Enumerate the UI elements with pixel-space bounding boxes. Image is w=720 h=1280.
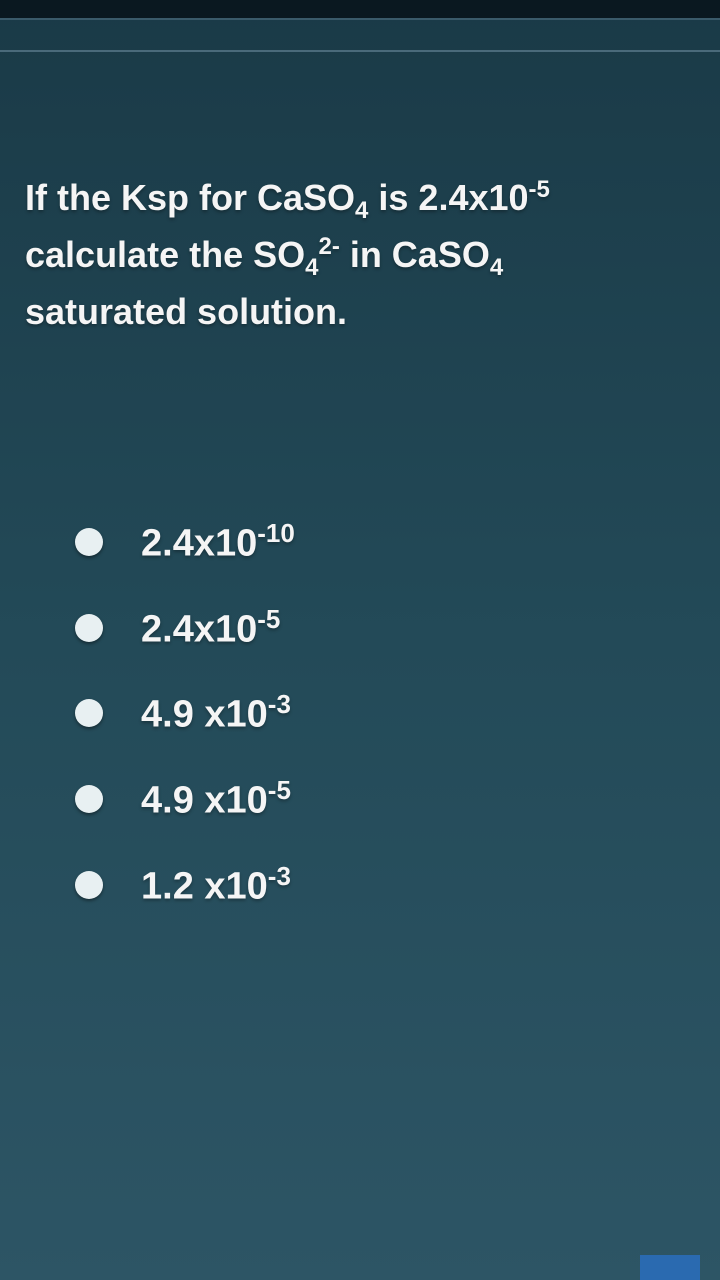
option-label-5: 1.2 x10-3 [141, 861, 291, 909]
content-area: If the Ksp for CaSO4 is 2.4x10-5 calcula… [0, 52, 720, 908]
question-text: If the Ksp for CaSO4 is 2.4x10-5 calcula… [25, 172, 695, 338]
option-label-4: 4.9 x10-5 [141, 775, 291, 823]
option-row-2[interactable]: 2.4x10-5 [75, 604, 695, 652]
q-line2-sup: 2- [318, 233, 339, 260]
q-line1-prefix: If the Ksp for CaSO [25, 177, 355, 218]
q-line2-sub2: 4 [490, 254, 503, 281]
radio-icon [75, 614, 103, 642]
q-line3: saturated solution. [25, 291, 347, 332]
bottom-accent [640, 1255, 700, 1280]
option-row-4[interactable]: 4.9 x10-5 [75, 775, 695, 823]
option-label-3: 4.9 x10-3 [141, 689, 291, 737]
top-bar [0, 0, 720, 20]
option-row-3[interactable]: 4.9 x10-3 [75, 689, 695, 737]
option-row-5[interactable]: 1.2 x10-3 [75, 861, 695, 909]
option-row-1[interactable]: 2.4x10-10 [75, 518, 695, 566]
radio-icon [75, 699, 103, 727]
q-line2-prefix: calculate the SO [25, 234, 305, 275]
q-line1-sup: -5 [529, 176, 550, 203]
radio-icon [75, 528, 103, 556]
options-list: 2.4x10-10 2.4x10-5 4.9 x10-3 4.9 x10-5 1… [25, 518, 695, 908]
option-label-1: 2.4x10-10 [141, 518, 295, 566]
q-line1-mid: is 2.4x10 [368, 177, 528, 218]
radio-icon [75, 871, 103, 899]
q-line1-sub1: 4 [355, 197, 368, 224]
option-label-2: 2.4x10-5 [141, 604, 280, 652]
radio-icon [75, 785, 103, 813]
q-line2-sub1: 4 [305, 254, 318, 281]
q-line2-mid: in CaSO [340, 234, 490, 275]
